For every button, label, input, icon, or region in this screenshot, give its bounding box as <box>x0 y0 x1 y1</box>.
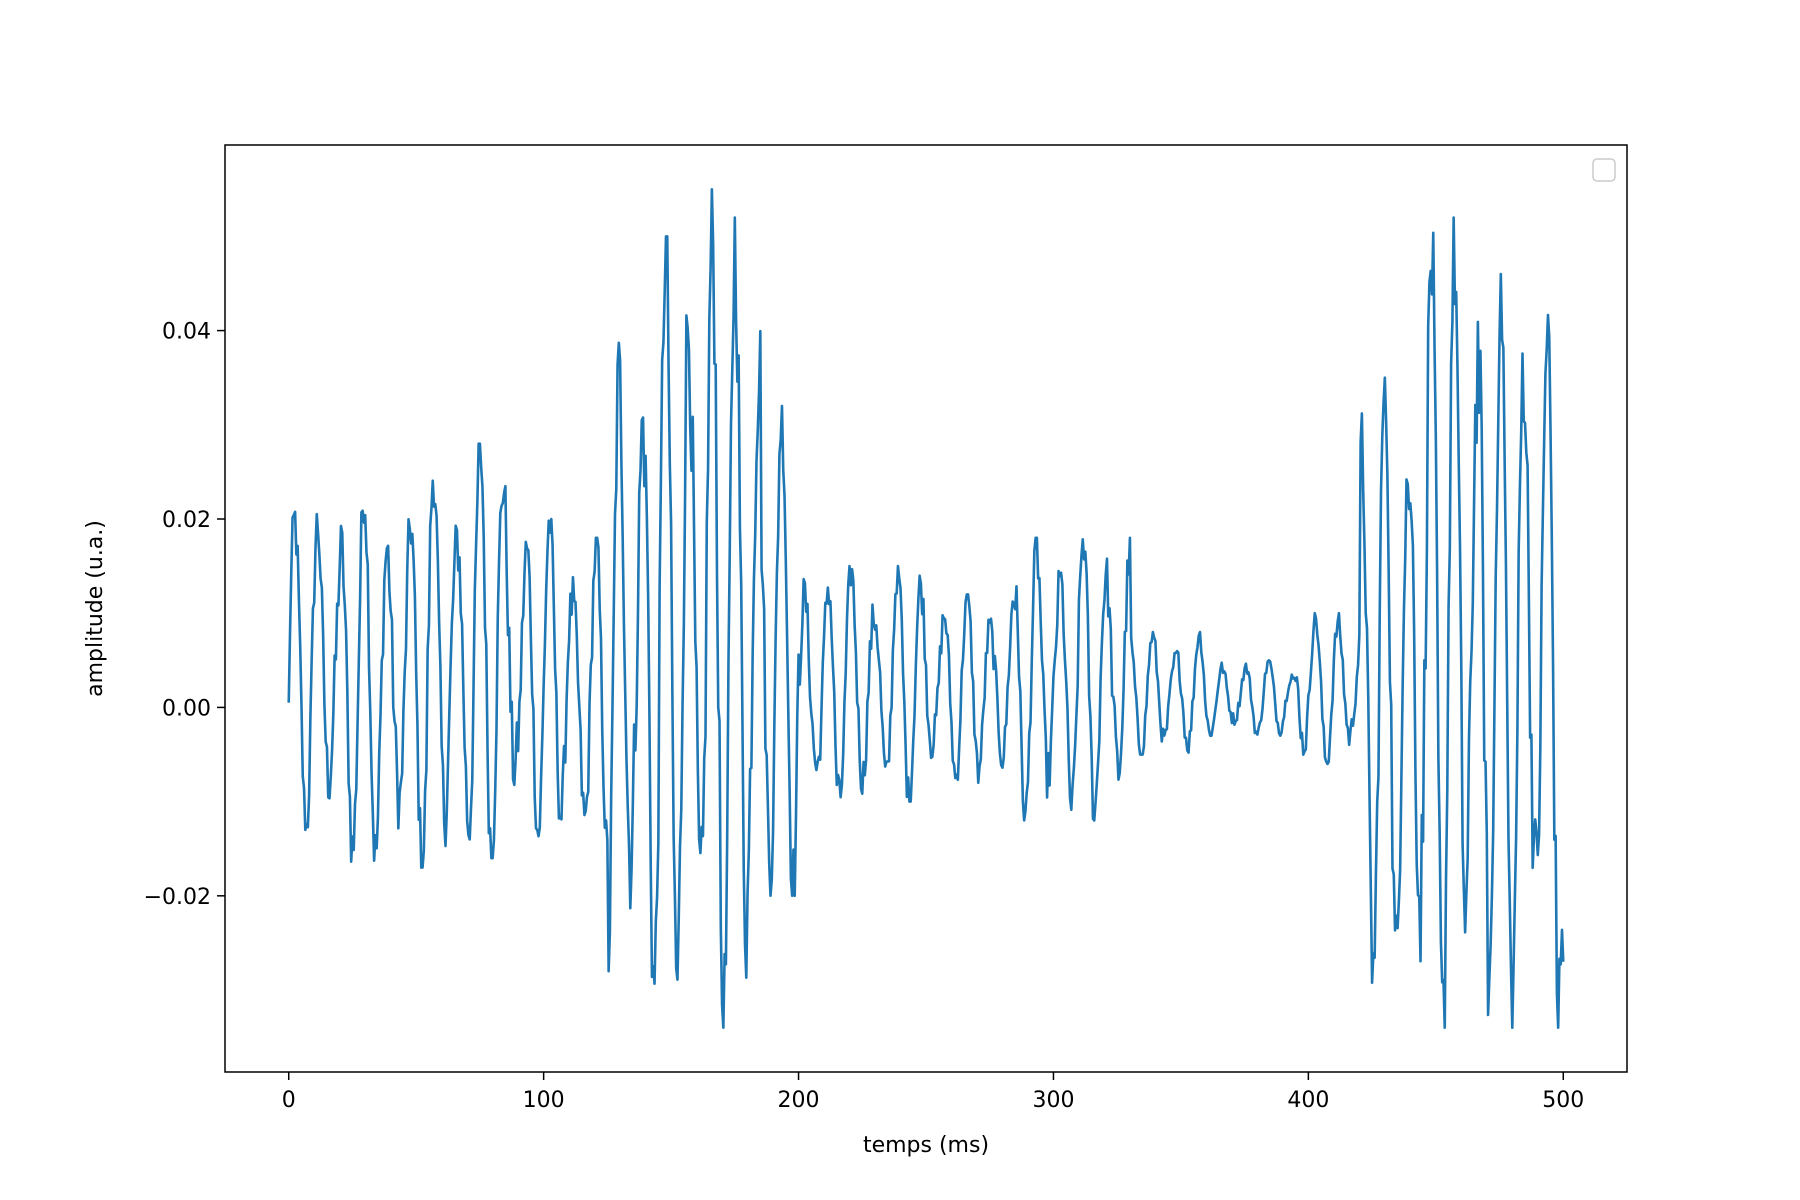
axes-frame <box>224 144 1628 1073</box>
signal-line <box>287 187 1565 1030</box>
legend-box <box>1592 158 1616 182</box>
y-tick-label: 0.00 <box>162 696 211 721</box>
y-tick-label: 0.02 <box>162 508 211 533</box>
y-tick-label: −0.02 <box>144 885 211 910</box>
x-tick-label: 400 <box>1287 1088 1329 1113</box>
x-tick-label: 0 <box>282 1088 296 1113</box>
x-tick-label: 500 <box>1542 1088 1584 1113</box>
x-axis-label: temps (ms) <box>863 1133 989 1158</box>
x-tick-label: 300 <box>1032 1088 1074 1113</box>
y-axis-label: amplitude (u.a.) <box>83 520 108 697</box>
y-axis: −0.02 0.00 0.02 0.04 <box>144 320 225 910</box>
plot-area <box>287 187 1565 1030</box>
x-tick-label: 100 <box>523 1088 565 1113</box>
y-tick-label: 0.04 <box>162 320 211 345</box>
x-tick-label: 200 <box>778 1088 820 1113</box>
x-axis: 0 100 200 300 400 500 <box>282 1072 1584 1113</box>
